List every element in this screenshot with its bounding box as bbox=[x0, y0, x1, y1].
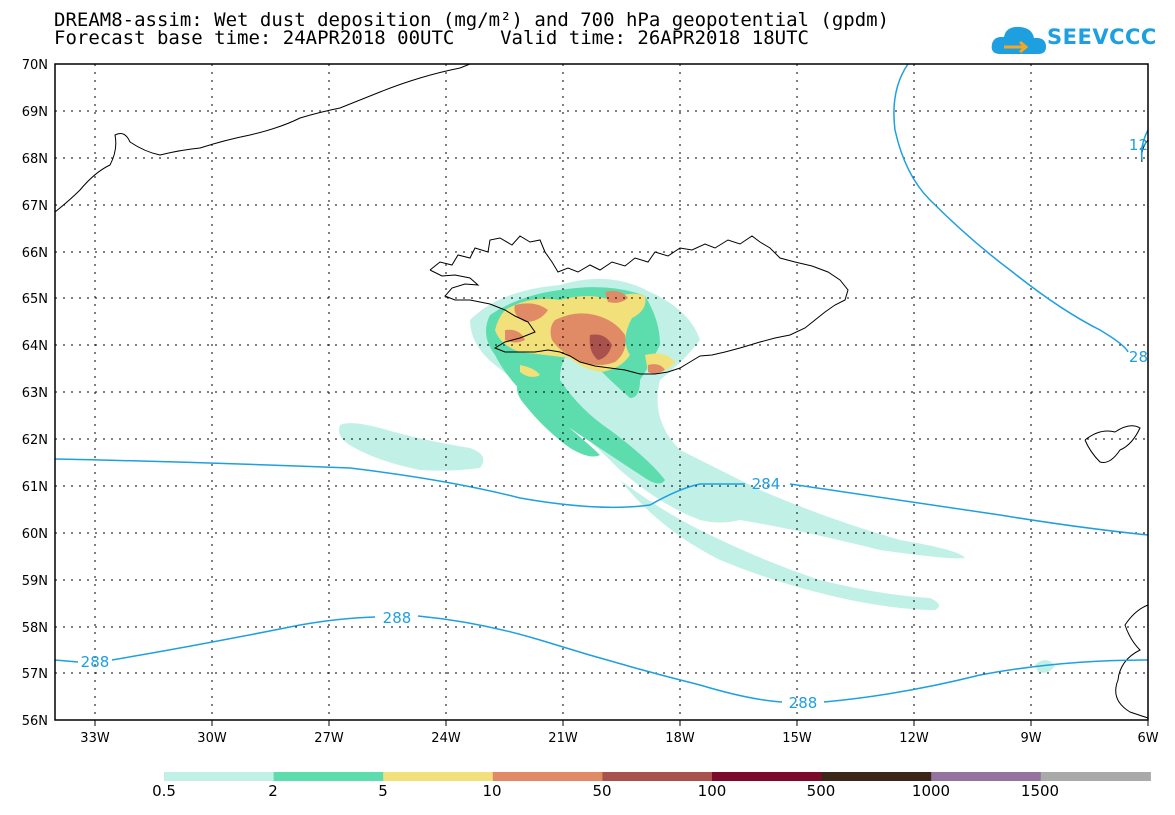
lat-label: 67N bbox=[22, 199, 48, 214]
lon-label: 21W bbox=[548, 731, 578, 746]
colorbar-label: 0.5 bbox=[152, 782, 176, 800]
geopotential-contours bbox=[54, 63, 1149, 703]
latitude-labels: 70N 69N 68N 67N 66N 65N 64N 63N 62N 61N … bbox=[22, 58, 48, 729]
lat-label: 62N bbox=[22, 433, 48, 448]
lon-label: 12W bbox=[899, 731, 929, 746]
lat-label: 64N bbox=[22, 339, 48, 354]
seevccc-logo: SEEVCCC bbox=[990, 20, 1156, 60]
colorbar-label: 1500 bbox=[1020, 782, 1060, 800]
lat-label: 60N bbox=[22, 527, 48, 542]
graticule bbox=[55, 64, 1148, 720]
colorbar-label: 2 bbox=[268, 782, 278, 800]
colorbar-swatch bbox=[273, 772, 384, 781]
colorbar bbox=[164, 772, 1151, 781]
lon-label: 6W bbox=[1137, 731, 1158, 746]
lon-label: 33W bbox=[80, 731, 110, 746]
lat-label: 69N bbox=[22, 105, 48, 120]
colorbar-swatch bbox=[164, 772, 275, 781]
dust-shading bbox=[339, 278, 1055, 673]
colorbar-label: 5 bbox=[378, 782, 388, 800]
colorbar-swatch bbox=[492, 772, 603, 781]
colorbar-swatch bbox=[821, 772, 932, 781]
lon-label: 15W bbox=[782, 731, 812, 746]
contour-labels: 284 288 288 288 12 28 bbox=[81, 136, 1148, 712]
contour-label: 288 bbox=[383, 609, 412, 627]
lon-label: 9W bbox=[1020, 731, 1041, 746]
map-title: DREAM8-assim: Wet dust deposition (mg/m²… bbox=[54, 9, 890, 31]
colorbar-swatch bbox=[383, 772, 494, 781]
longitude-labels: 33W 30W 27W 24W 21W 18W 15W 12W 9W 6W bbox=[80, 731, 1158, 746]
lat-label: 66N bbox=[22, 246, 48, 261]
lon-label: 27W bbox=[314, 731, 344, 746]
lat-label: 59N bbox=[22, 574, 48, 589]
lat-label: 61N bbox=[22, 480, 48, 495]
coastlines bbox=[54, 63, 1149, 719]
map-subtitle-times: Forecast base time: 24APR2018 00UTC Vali… bbox=[54, 27, 809, 49]
cloud-icon bbox=[991, 26, 1046, 54]
contour-label: 288 bbox=[789, 694, 818, 712]
lat-label: 57N bbox=[22, 667, 48, 682]
colorbar-swatch bbox=[931, 772, 1042, 781]
logo-text: SEEVCCC bbox=[1047, 25, 1157, 49]
lat-label: 56N bbox=[22, 714, 48, 729]
contour-label: 12 bbox=[1129, 136, 1148, 154]
lat-label: 68N bbox=[22, 152, 48, 167]
lat-label: 70N bbox=[22, 58, 48, 73]
map-frame bbox=[54, 63, 1149, 721]
colorbar-swatch bbox=[602, 772, 713, 781]
colorbar-label: 1000 bbox=[911, 782, 951, 800]
contour-label: 288 bbox=[81, 653, 110, 671]
contour-label: 284 bbox=[752, 475, 781, 493]
colorbar-label: 10 bbox=[482, 782, 502, 800]
colorbar-swatch bbox=[1040, 772, 1151, 781]
lon-label: 18W bbox=[665, 731, 695, 746]
lon-label: 30W bbox=[197, 731, 227, 746]
contour-label: 28 bbox=[1129, 348, 1148, 366]
colorbar-label: 500 bbox=[806, 782, 836, 800]
colorbar-label: 50 bbox=[592, 782, 612, 800]
colorbar-swatch bbox=[712, 772, 823, 781]
dust-band-50 bbox=[589, 334, 612, 360]
colorbar-label: 100 bbox=[697, 782, 727, 800]
lon-label: 24W bbox=[431, 731, 461, 746]
lat-label: 58N bbox=[22, 621, 48, 636]
lat-label: 65N bbox=[22, 292, 48, 307]
lat-label: 63N bbox=[22, 386, 48, 401]
axis-ticks bbox=[94, 720, 1149, 726]
